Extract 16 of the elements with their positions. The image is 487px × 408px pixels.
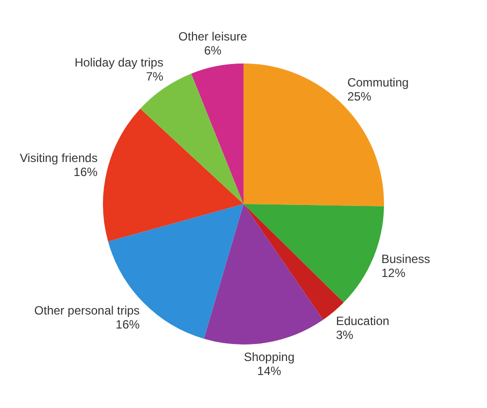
data-label: 25% [347,89,372,104]
data-label: 16% [74,165,98,179]
slice-label: Visiting friends [20,151,98,165]
slice-label: Other leisure [178,30,248,44]
data-label: 12% [381,266,406,280]
data-label: 16% [116,317,140,332]
slice-label: Shopping [244,350,295,364]
slice-label: Other personal trips [34,303,140,318]
data-label: 6% [204,44,222,58]
slice-label: Commuting [347,75,409,90]
data-label: 3% [336,328,354,342]
slice-label: Education [336,314,390,328]
data-label: 14% [257,364,282,378]
slice-label: Holiday day trips [74,55,164,70]
data-label: 7% [146,69,164,84]
slice-label: Business [381,252,430,266]
